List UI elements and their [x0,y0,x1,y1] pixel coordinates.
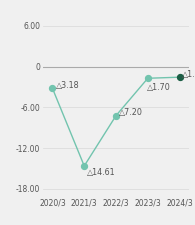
Text: △14.61: △14.61 [87,168,116,177]
Point [146,76,149,80]
Point [178,75,181,79]
Point [83,164,86,168]
Text: △1.54: △1.54 [182,70,195,79]
Text: △7.20: △7.20 [119,108,142,117]
Text: △1.70: △1.70 [147,83,171,92]
Point [51,87,54,90]
Point [114,114,118,117]
Text: △3.18: △3.18 [56,81,79,90]
